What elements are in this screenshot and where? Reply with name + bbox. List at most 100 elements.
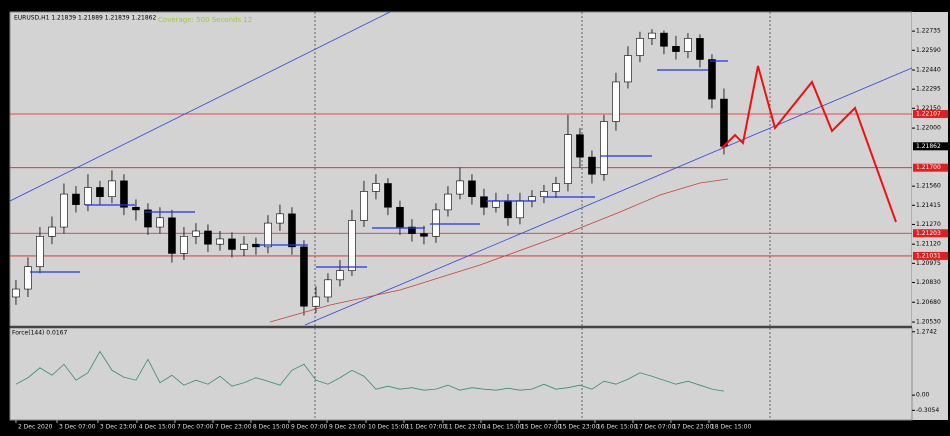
price-line-label: 1.21700 — [916, 164, 941, 171]
moving-average — [269, 178, 729, 323]
candle-body — [240, 243, 248, 250]
candle-body — [168, 217, 176, 254]
candle-body — [276, 213, 284, 224]
y-tick-label: 1.20975 — [916, 260, 941, 267]
candle-body — [84, 187, 92, 205]
price-tag — [913, 163, 948, 172]
candle-body — [348, 220, 356, 271]
candle-body — [60, 193, 68, 228]
indicator-line — [15, 350, 725, 392]
candle-body — [708, 59, 716, 100]
y-tick-label: 1.22590 — [916, 47, 941, 54]
candle-body — [180, 235, 188, 254]
y-tick-label: 1.21415 — [916, 202, 941, 209]
y-tick-label: 1.20530 — [916, 319, 941, 326]
candle-body — [300, 246, 308, 307]
x-tick-label: 16 Dec 15:00 — [597, 424, 638, 431]
candle-body — [492, 200, 500, 208]
x-tick-label: 2 Dec 2020 — [18, 424, 53, 431]
candle-body — [564, 134, 572, 184]
candle-body — [648, 32, 656, 39]
y-tick-label: 1.22150 — [916, 105, 941, 112]
indicator-tick-label: 0.00 — [916, 392, 930, 399]
y-tick-label: 1.22735 — [916, 28, 941, 35]
candle-body — [576, 134, 584, 158]
candle-body — [72, 193, 80, 205]
candle-body — [216, 238, 224, 245]
candle-body — [456, 180, 464, 195]
candle-body — [156, 217, 164, 228]
projection — [721, 65, 897, 223]
candle-body — [468, 180, 476, 198]
candle-body — [324, 279, 332, 298]
candle-body — [360, 191, 368, 221]
x-tick-label: 11 Dec 07:00 — [406, 424, 447, 431]
candle-body — [144, 209, 152, 228]
indicator-pane — [9, 327, 913, 421]
candle-body — [552, 183, 560, 192]
price-line-label: 1.21203 — [916, 230, 941, 237]
price-line-label: 1.22107 — [916, 110, 941, 117]
marks — [10, 29, 912, 316]
candle-body — [312, 296, 320, 307]
candle-body — [36, 235, 44, 267]
candle-body — [516, 200, 524, 219]
candle-body — [408, 226, 416, 234]
chart-title: EURUSD,H1 1.21839 1.21889 1.21839 1.2186… — [14, 15, 156, 22]
x-tick-label: 17 Dec 07:00 — [635, 424, 676, 431]
candle-body — [12, 288, 20, 298]
y-tick-label: 1.20680 — [916, 299, 941, 306]
indicator-label: Force(144) 0.0167 — [12, 330, 67, 337]
y-tick-label: 1.22295 — [916, 86, 941, 93]
annotation: Coverage: 500 Seconds 12 — [158, 16, 252, 24]
candle-body — [636, 38, 644, 56]
candle-body — [540, 191, 548, 198]
current-price-label: 1.21862 — [916, 143, 941, 150]
x-tick-label: 18 Dec 15:00 — [711, 424, 752, 431]
x-tick-label: 17 Dec 23:00 — [673, 424, 714, 431]
candle-body — [264, 222, 272, 248]
price-line-label: 1.21031 — [916, 252, 941, 259]
candle-body — [684, 38, 692, 52]
candle-body — [384, 183, 392, 208]
candle-body — [288, 213, 296, 248]
x-tick-label: 3 Dec 07:00 — [59, 424, 96, 431]
x-tick-label: 14 Dec 15:00 — [483, 424, 524, 431]
candle-body — [588, 156, 596, 175]
candle-body — [96, 187, 104, 198]
candle-body — [192, 230, 200, 237]
x-tick-label: 3 Dec 23:00 — [100, 424, 137, 431]
x-tick-label: 9 Dec 23:00 — [329, 424, 366, 431]
indicator-tick-label: -0.3054 — [916, 407, 939, 414]
trendline — [9, 11, 391, 202]
x-tick-label: 7 Dec 23:00 — [215, 424, 252, 431]
candle-body — [720, 98, 728, 147]
candle-body — [24, 266, 32, 290]
candle-body — [504, 200, 512, 219]
candle-body — [444, 193, 452, 211]
candle-body — [660, 32, 668, 47]
y-tick-label: 1.21270 — [916, 221, 941, 228]
candle-body — [480, 196, 488, 208]
candle-body — [420, 233, 428, 237]
current-price-tag — [913, 142, 948, 151]
price-axis — [912, 12, 948, 420]
candle-body — [696, 38, 704, 60]
x-tick-label: 10 Dec 15:00 — [368, 424, 409, 431]
candle-body — [612, 81, 620, 122]
y-tick-label: 1.21560 — [916, 183, 941, 190]
price-tag — [913, 251, 948, 260]
candle-body — [624, 55, 632, 83]
x-tick-label: 11 Dec 23:00 — [445, 424, 486, 431]
y-tick-label: 1.21120 — [916, 241, 941, 248]
level-segments — [30, 60, 728, 273]
candle-body — [432, 209, 440, 237]
candle-body — [372, 183, 380, 192]
candle-body — [228, 238, 236, 250]
candle-body — [132, 206, 140, 211]
price-tag — [913, 109, 948, 118]
candle-body — [204, 230, 212, 245]
trendline — [304, 67, 913, 326]
candle-body — [336, 270, 344, 281]
